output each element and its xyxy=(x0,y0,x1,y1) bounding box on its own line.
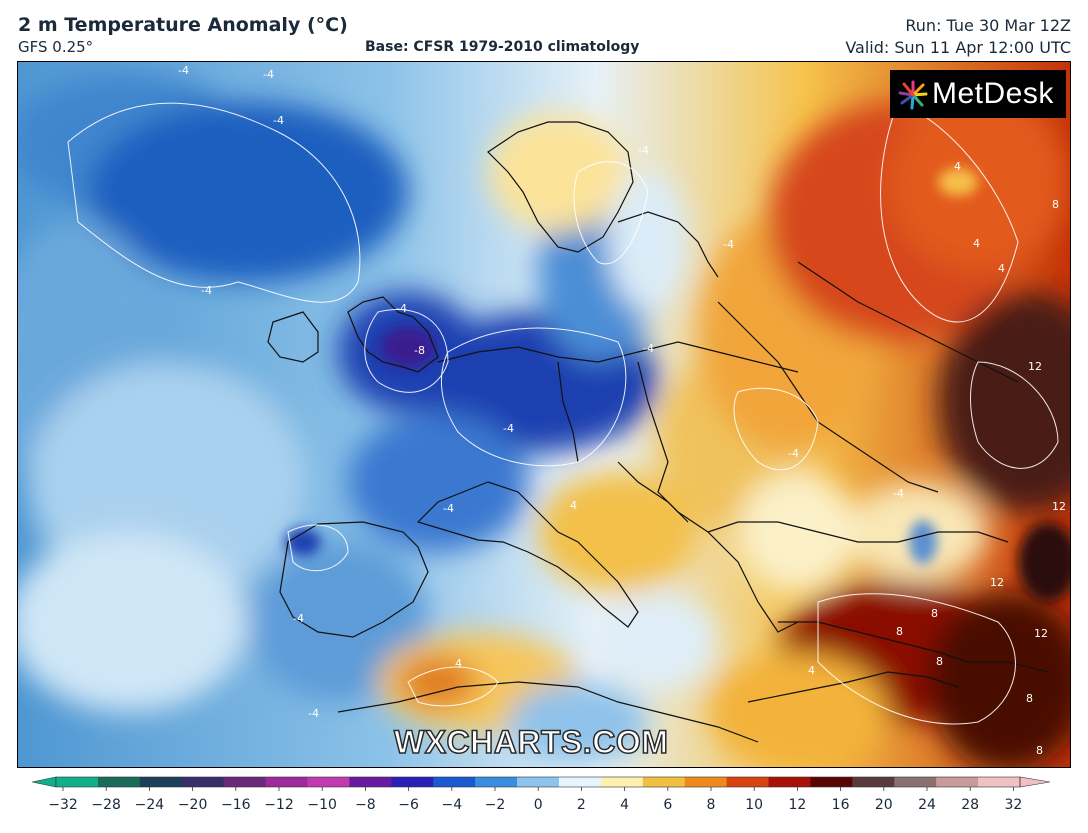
colorbar-segment xyxy=(139,777,183,787)
contour-label: 12 xyxy=(1028,360,1042,373)
colorbar-segment xyxy=(978,777,1021,787)
colorbar-segment xyxy=(223,777,267,787)
colorbar-segment xyxy=(517,777,560,787)
colorbar-segment xyxy=(307,777,350,787)
colorbar-segment xyxy=(56,777,99,787)
colorbar-tick-label: 10 xyxy=(745,797,764,813)
contour-label: 8 xyxy=(931,607,938,620)
model-label: GFS 0.25° xyxy=(18,38,94,56)
contour-label: 4 xyxy=(455,657,462,670)
colorbar-tick-label: 4 xyxy=(620,797,630,813)
colorbar-tick-label: 16 xyxy=(831,797,850,813)
colorbar-segment xyxy=(433,777,476,787)
contour-label: -4 xyxy=(643,342,654,355)
coastlines xyxy=(267,121,1049,743)
contour-label: -4 xyxy=(788,447,799,460)
colorbar-segment xyxy=(768,777,811,787)
colorbar-segment xyxy=(642,777,686,787)
contour-label: 12 xyxy=(1052,500,1066,513)
colorbar-segment xyxy=(97,777,141,787)
chart-title: 2 m Temperature Anomaly (°C) xyxy=(18,14,348,36)
colorbar-tick-label: −24 xyxy=(134,797,165,813)
colorbar-tick-label: 12 xyxy=(788,797,807,813)
contour-label: -4 xyxy=(178,64,189,77)
contour-label: -4 xyxy=(201,284,212,297)
metdesk-logo-text: MetDesk xyxy=(932,77,1054,110)
colorbar-tick-label: −6 xyxy=(398,797,419,813)
colorbar-tick-label: 20 xyxy=(874,797,893,813)
colorbar-segment xyxy=(810,777,853,787)
contour-label: 8 xyxy=(1036,744,1043,757)
colorbar-tick-label: −10 xyxy=(307,797,337,813)
contour-label: -4 xyxy=(638,144,649,157)
temperature-anomaly-map[interactable]: -4 -4 -4 -4 -4 -4 -4 -4 -4 -4 -4 -4 -4 -… xyxy=(17,61,1071,768)
colorbar-tick-label: −2 xyxy=(484,797,506,813)
contour-label: 8 xyxy=(936,655,943,668)
contour-label: 4 xyxy=(973,237,980,250)
contour-label: 4 xyxy=(954,160,961,173)
contour-label: 4 xyxy=(570,499,577,512)
colorbar-segment xyxy=(349,777,392,787)
run-time-label: Run: Tue 30 Mar 12Z xyxy=(905,16,1071,35)
colorbar-segment xyxy=(558,777,602,787)
contour-label: -4 xyxy=(396,302,407,315)
map-canvas: -4 -4 -4 -4 -4 -4 -4 -4 -4 -4 -4 -4 -4 -… xyxy=(18,62,1070,767)
contour-lines xyxy=(67,101,1059,725)
contour-label: -4 xyxy=(503,422,514,435)
contour-label: 4 xyxy=(998,262,1005,275)
colorbar-tick-label: 32 xyxy=(1004,797,1023,813)
colorbar-tick-label: −32 xyxy=(48,797,78,813)
metdesk-logo: MetDesk xyxy=(890,70,1066,118)
contour-label: -8 xyxy=(414,344,425,357)
wxcharts-watermark: WXCHARTS.COM xyxy=(393,723,669,761)
contour-label: 12 xyxy=(990,576,1004,589)
colorbar-tick-label: −28 xyxy=(91,797,121,813)
contour-label-group: -4 -4 -4 -4 -4 -4 -4 -4 -4 -4 -4 -4 -4 -… xyxy=(178,64,1066,757)
colorbar-segment xyxy=(265,777,308,787)
contour-label: -4 xyxy=(293,612,304,625)
colorbar-segment xyxy=(391,777,434,787)
valid-time-label: Valid: Sun 11 Apr 12:00 UTC xyxy=(845,38,1071,57)
colorbar-tick-label: 0 xyxy=(533,797,543,813)
colorbar-segment xyxy=(181,777,225,787)
contour-label: -4 xyxy=(723,238,734,251)
colorbar-tick-label: 28 xyxy=(961,797,980,813)
contour-label: 4 xyxy=(808,664,815,677)
colorbar-tick-label: 2 xyxy=(576,797,586,813)
colorbar-tick-label: 24 xyxy=(918,797,936,813)
colorbar-tick-label: −8 xyxy=(355,797,376,813)
colorbar-max-arrow xyxy=(1019,776,1051,788)
colorbar-segment xyxy=(600,777,644,787)
contour-label: 8 xyxy=(1026,692,1033,705)
colorbar-segment xyxy=(936,777,979,787)
colorbar-tick-label: −12 xyxy=(264,797,294,813)
contour-label: -4 xyxy=(273,114,284,127)
colorbar-tick-label: −16 xyxy=(221,797,251,813)
colorbar-tick-label: −20 xyxy=(177,797,208,813)
colorbar-min-arrow xyxy=(31,776,57,788)
colorbar-segment xyxy=(894,777,937,787)
colorbar-segment xyxy=(852,777,895,787)
colorbar-tick-label: 6 xyxy=(663,797,673,813)
contour-label: 8 xyxy=(896,625,903,638)
base-climatology-label: Base: CFSR 1979-2010 climatology xyxy=(365,39,640,55)
colorbar-segment xyxy=(726,777,770,787)
contour-label: -4 xyxy=(893,487,904,500)
contour-label: 12 xyxy=(1034,627,1048,640)
colorbar-tick-label: 8 xyxy=(706,797,716,813)
colorbar-tick-label: −4 xyxy=(441,797,463,813)
colorbar-segment xyxy=(475,777,518,787)
contour-label: -4 xyxy=(263,68,274,81)
metdesk-starburst-icon xyxy=(898,80,928,110)
contour-label: 8 xyxy=(1052,198,1059,211)
colorbar-segment xyxy=(684,777,728,787)
colorbar xyxy=(31,776,1051,791)
contour-label: -4 xyxy=(308,707,319,720)
contour-label: -4 xyxy=(443,502,454,515)
